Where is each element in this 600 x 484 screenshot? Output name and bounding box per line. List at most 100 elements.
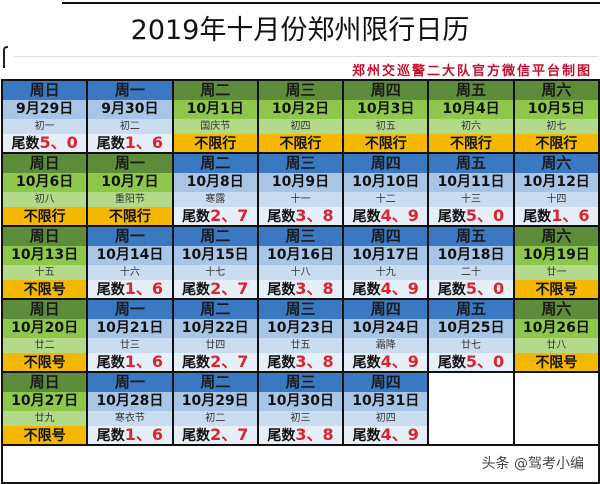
watermark: 头条 @驾考小编 [481, 456, 584, 472]
restriction-status: 尾数2、7 [173, 353, 257, 371]
weekday-label: 周三 [258, 81, 343, 100]
day-cell: 周六 10月26日 廿八 不限号 [514, 300, 598, 371]
date-label: 10月4日 [429, 100, 513, 119]
restriction-prefix: 尾数 [267, 282, 296, 298]
day-cell: 周日 10月13日 十五 不限号 [3, 227, 89, 298]
date-label: 10月29日 [173, 392, 257, 411]
date-label: 10月25日 [429, 319, 513, 338]
calendar-grid: 周日 9月29日 初一 尾数5、0 周一 9月30日 初二 尾数1、6 周二 10月1日 国庆节 不限… [1, 79, 600, 446]
lunar-label: 十八 [258, 265, 343, 280]
restriction-status: 不限行 [514, 134, 598, 152]
weekday-label: 周三 [258, 154, 343, 173]
date-label: 10月1日 [173, 100, 257, 119]
restriction-prefix: 不限行 [364, 136, 407, 152]
weekday-label: 周一 [88, 81, 172, 100]
day-cell: 周二 10月15日 十七 尾数2、7 [173, 227, 259, 298]
date-label: 10月31日 [344, 392, 428, 411]
weekday-label: 周五 [429, 300, 513, 319]
restriction-status: 尾数1、6 [88, 425, 172, 444]
restriction-status: 尾数2、7 [173, 426, 257, 444]
restriction-status: 尾数4、9 [344, 426, 428, 444]
date-label: 10月15日 [173, 246, 257, 265]
weekday-label: 周日 [3, 373, 87, 392]
day-cell: 周三 10月9日 十一 尾数3、8 [258, 154, 345, 225]
restriction-prefix: 尾数 [267, 428, 296, 444]
restriction-status: 不限行 [88, 207, 172, 225]
restricted-digits: 5、0 [39, 133, 78, 152]
day-cell: 周五 10月18日 二十 尾数5、0 [429, 227, 515, 298]
lunar-label: 十七 [173, 265, 257, 280]
date-label: 10月11日 [429, 173, 513, 192]
restricted-digits: 5、0 [465, 352, 505, 371]
day-cell: 周二 10月1日 国庆节 不限行 [173, 81, 259, 152]
weekday-label: 周四 [344, 373, 428, 392]
lunar-label: 初六 [429, 119, 513, 134]
restriction-status: 尾数3、8 [258, 280, 343, 298]
restriction-prefix: 尾数 [437, 355, 466, 371]
restriction-prefix: 尾数 [437, 209, 466, 225]
restriction-status: 尾数3、8 [258, 353, 343, 371]
date-label: 10月16日 [258, 246, 343, 265]
lunar-label: 十九 [344, 265, 428, 280]
left-bracket [3, 46, 8, 68]
lunar-label: 初二 [173, 411, 257, 426]
restriction-status: 尾数4、9 [344, 280, 428, 298]
lunar-label: 初四 [258, 119, 343, 134]
day-cell: 周三 10月23日 廿五 尾数3、8 [258, 300, 345, 371]
restriction-status: 尾数4、9 [344, 353, 428, 371]
day-cell: 周二 10月22日 廿四 尾数2、7 [173, 300, 259, 371]
restricted-digits: 1、6 [551, 206, 590, 225]
weekday-label: 周三 [258, 300, 343, 319]
page-title: 2019年十月份郑州限行日历 [130, 15, 470, 46]
restriction-prefix: 尾数 [352, 355, 381, 371]
lunar-label: 初二 [88, 119, 172, 134]
date-label: 10月30日 [258, 392, 343, 411]
weekday-label: 周五 [429, 227, 513, 246]
restriction-prefix: 尾数 [182, 282, 211, 298]
day-cell: 周四 10月10日 十二 尾数4、9 [344, 154, 430, 225]
weekday-label: 周二 [173, 227, 257, 246]
restriction-prefix: 尾数 [437, 282, 466, 298]
lunar-label: 初七 [514, 119, 598, 134]
top-border [62, 2, 600, 4]
restricted-digits: 1、6 [124, 425, 164, 444]
restriction-prefix: 尾数 [267, 209, 296, 225]
date-label: 10月6日 [3, 173, 87, 192]
restriction-prefix: 尾数 [267, 355, 296, 371]
day-cell: 周六 10月19日 廿一 不限号 [514, 227, 598, 298]
day-cell: 周三 10月16日 十八 尾数3、8 [258, 227, 345, 298]
date-label: 10月8日 [173, 173, 257, 192]
restriction-prefix: 尾数 [96, 282, 125, 298]
weekday-label: 周三 [258, 373, 343, 392]
day-cell: 周四 10月24日 霜降 尾数4、9 [344, 300, 430, 371]
restriction-status: 不限号 [514, 280, 598, 298]
restriction-prefix: 不限行 [279, 136, 322, 152]
weekday-label: 周日 [3, 154, 87, 173]
lunar-label: 十三 [429, 192, 513, 207]
lunar-label: 廿九 [3, 411, 87, 426]
day-cell: 周四 10月17日 十九 尾数4、9 [344, 227, 430, 298]
day-cell: 周一 10月28日 寒衣节 尾数1、6 [88, 373, 174, 444]
restricted-digits: 3、8 [295, 425, 334, 444]
lunar-label: 十五 [3, 265, 87, 280]
lunar-label: 寒露 [173, 192, 257, 207]
weekday-label: 周日 [3, 227, 87, 246]
calendar-week-row: 周日 10月6日 初八 不限行 周一 10月7日 重阳节 不限行 周二 10月8日 寒露 尾数2、7 周… [3, 154, 598, 227]
restricted-digits: 1、6 [124, 133, 164, 152]
weekday-label: 周六 [514, 154, 598, 173]
restriction-prefix: 尾数 [11, 136, 40, 152]
day-cell: 周一 10月21日 廿三 尾数1、6 [88, 300, 174, 371]
day-cell: 周日 9月29日 初一 尾数5、0 [3, 81, 89, 152]
restriction-status: 不限行 [3, 207, 87, 225]
restricted-digits: 2、7 [210, 206, 249, 225]
restriction-status: 尾数2、7 [173, 280, 257, 298]
lunar-label: 廿八 [514, 338, 598, 353]
restriction-prefix: 尾数 [352, 209, 381, 225]
lunar-label: 重阳节 [88, 192, 172, 207]
date-label: 10月2日 [258, 100, 343, 119]
title-divider [14, 56, 598, 57]
lunar-label: 十二 [344, 192, 428, 207]
restriction-prefix: 尾数 [352, 428, 381, 444]
restriction-prefix: 尾数 [96, 428, 125, 444]
